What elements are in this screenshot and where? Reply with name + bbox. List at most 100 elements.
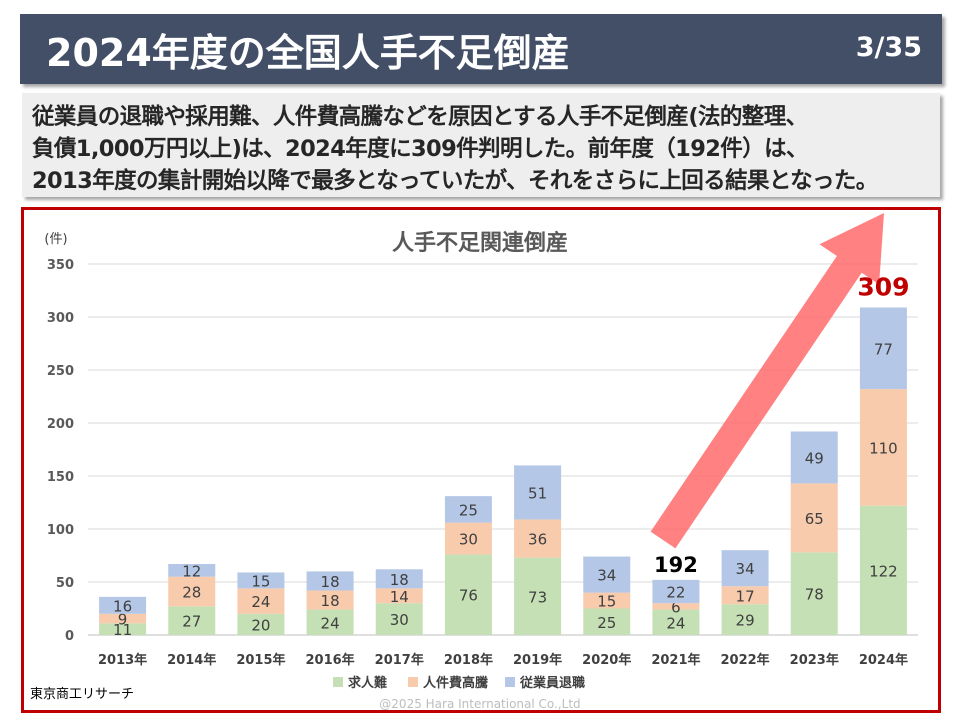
bar-segment [583,556,631,593]
bar-segment [237,572,285,589]
x-tick-label: 2022年 [720,652,769,668]
y-axis-label: (件) [44,232,67,247]
bar-segment [99,623,147,635]
summary-box: 従業員の退職や採用難、人件費高騰などを原因とする人手不足倒産(法的整理、 負債1… [22,93,940,197]
x-tick-label: 2018年 [444,652,493,668]
bar-segment [790,552,838,635]
bar-value-label: 18 [321,573,340,591]
total-callout: 192 [654,553,698,577]
bar-segment [306,609,354,635]
bar-segment [168,606,216,635]
x-tick-label: 2019年 [513,652,562,668]
bar-segment [652,603,700,610]
y-tick-label: 100 [47,523,74,538]
bar-value-label: 15 [251,572,270,590]
x-tick-label: 2016年 [305,652,354,668]
bar-segment [652,579,700,604]
bar-value-label: 16 [113,597,132,615]
x-tick-label: 2014年 [167,652,216,668]
bar-value-label: 15 [597,593,616,611]
bar-segment [721,586,769,605]
bar-value-label: 24 [321,614,340,632]
bar-segment [306,590,354,610]
summary-line-2: 負債1,000万円以上)は、2024年度に309件判明した。前年度（192件）は… [32,136,809,162]
bar-value-label: 77 [874,340,893,358]
y-tick-label: 250 [47,364,74,379]
bar-value-label: 30 [390,611,409,629]
bar-segment [652,609,700,635]
y-tick-label: 150 [47,470,74,485]
bar-segment [444,496,492,523]
bar-value-label: 14 [390,588,409,606]
bar-value-label: 18 [321,592,340,610]
x-tick-label: 2021年 [651,652,700,668]
bar-value-label: 12 [182,562,201,580]
y-tick-label: 350 [47,258,74,273]
bar-segment [790,431,838,484]
bar-value-label: 25 [459,501,478,519]
bar-value-label: 17 [736,587,755,605]
bar-segment [99,596,147,614]
bar-value-label: 30 [459,531,478,549]
bar-value-label: 11 [113,621,132,639]
bar-segment [514,557,562,635]
bar-segment [375,569,423,589]
bar-value-label: 110 [869,439,898,457]
bar-segment [444,522,492,555]
bar-segment [514,465,562,520]
summary-line-1: 従業員の退職や採用難、人件費高騰などを原因とする人手不足倒産(法的整理、 [32,104,808,130]
bar-value-label: 34 [736,560,755,578]
bar-segment [99,613,147,624]
bar-value-label: 9 [118,611,128,629]
bar-value-label: 34 [597,567,616,585]
bar-segment [444,554,492,635]
bar-segment [721,550,769,587]
bar-segment [721,604,769,635]
bar-segment [168,563,216,577]
bar-segment [514,519,562,558]
bar-segment [859,307,907,390]
chart-title: 人手不足関連倒産 [392,230,568,256]
bar-segment [375,603,423,635]
bar-value-label: 76 [459,587,478,605]
copyright-text: @2025 Hara International Co.,Ltd [379,697,581,711]
bar-segment [859,389,907,506]
bar-value-label: 122 [869,562,898,580]
bar-segment [237,588,285,614]
x-tick-label: 2020年 [582,652,631,668]
bar-segment [859,505,907,635]
bar-segment [375,588,423,604]
bar-segment [583,608,631,635]
x-tick-label: 2013年 [98,652,147,668]
total-callout: 309 [857,272,909,301]
bar-value-label: 29 [736,612,755,630]
bar-value-label: 28 [182,584,201,602]
legend-swatch [505,677,515,687]
y-tick-label: 300 [47,311,74,326]
legend-swatch [333,677,343,687]
x-tick-label: 2024年 [859,652,908,668]
summary-line-3: 2013年度の集計開始以降で最多となっていたが、それをさらに上回る結果となった。 [32,168,878,194]
bar-value-label: 18 [390,571,409,589]
bar-value-label: 25 [597,614,616,632]
bar-value-label: 65 [805,510,824,528]
legend-label: 従業員退職 [519,675,585,691]
x-tick-label: 2017年 [375,652,424,668]
bar-value-label: 49 [805,449,824,467]
header-bar: 2024年度の全国人手不足倒産 3/35 [20,14,942,84]
bar-segment [237,613,285,635]
bar-segment [790,483,838,553]
bar-value-label: 24 [251,593,270,611]
legend-swatch [408,677,418,687]
x-tick-label: 2023年 [790,652,839,668]
bar-value-label: 27 [182,613,201,631]
source-note: 東京商工リサーチ [30,686,134,702]
bar-value-label: 78 [805,586,824,604]
page-title: 2024年度の全国人手不足倒産 [46,31,570,75]
y-tick-label: 200 [47,417,74,432]
bar-segment [583,592,631,609]
bar-value-label: 51 [528,484,547,502]
page-number: 3/35 [855,32,922,63]
